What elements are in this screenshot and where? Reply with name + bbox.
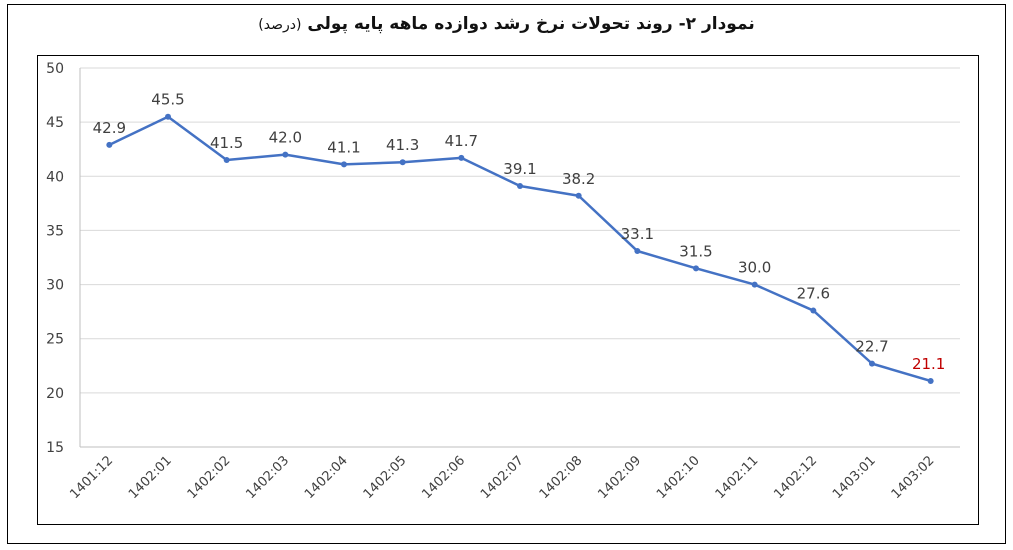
x-tick-label: 1403:01 [830,453,879,502]
data-point [106,141,113,148]
x-tick-label: 1402:03 [243,453,292,502]
x-tick-label: 1402:02 [185,453,234,502]
data-label: 41.3 [386,136,419,154]
data-label: 42.0 [269,129,302,147]
data-point [634,248,641,255]
x-tick-label: 1401:12 [67,453,116,502]
data-label: 39.1 [503,160,536,178]
y-tick-label: 40 [46,169,64,185]
y-tick-label: 45 [46,115,64,131]
data-label: 33.1 [621,225,654,243]
chart-title: نمودار ۲- روند تحولات نرخ رشد دوازده ماه… [0,14,1013,34]
y-tick-label: 35 [46,223,64,239]
data-label: 41.5 [210,134,243,152]
x-tick-label: 1402:08 [537,453,586,502]
x-tick-label: 1402:09 [595,453,644,502]
data-point [810,307,817,314]
y-tick-label: 15 [46,440,64,456]
data-label: 38.2 [562,170,595,188]
data-label: 42.9 [93,119,126,137]
data-label: 22.7 [855,338,888,356]
x-tick-label: 1402:01 [126,453,175,502]
data-label: 41.1 [327,138,360,156]
x-tick-label: 1402:12 [771,453,820,502]
data-point [927,377,934,384]
y-tick-label: 50 [46,61,64,77]
data-point [517,183,523,190]
data-label: 30.0 [738,259,771,277]
data-label: 41.7 [445,132,478,150]
data-label: 45.5 [151,91,184,109]
x-tick-label: 1402:04 [302,453,351,502]
y-tick-label: 30 [46,278,64,294]
chart-title-text: نمودار ۲- روند تحولات نرخ رشد دوازده ماه… [307,14,755,34]
x-tick-label: 1402:06 [419,453,468,502]
data-label: 27.6 [797,285,830,303]
data-point [575,192,582,199]
data-point [165,113,171,120]
plot-border [37,55,979,525]
data-point [869,360,875,367]
data-label: 31.5 [679,242,712,260]
chart-frame [7,4,1006,544]
series-line [108,115,932,383]
data-point [458,154,465,161]
x-tick-label: 1402:10 [654,453,703,502]
x-tick-label: 1402:11 [713,453,762,502]
data-point [282,151,289,158]
data-point [223,157,230,164]
data-point [751,281,758,288]
data-point [693,265,699,272]
x-tick-label: 1402:07 [478,453,527,502]
chart-title-unit: (درصد) [258,17,302,33]
x-tick-label: 1402:05 [361,453,410,502]
data-point [341,161,347,168]
x-tick-label: 1403:02 [889,453,938,502]
y-tick-label: 25 [46,332,64,348]
y-tick-label: 20 [46,386,64,402]
data-label: 21.1 [912,355,945,373]
data-point [399,159,406,166]
